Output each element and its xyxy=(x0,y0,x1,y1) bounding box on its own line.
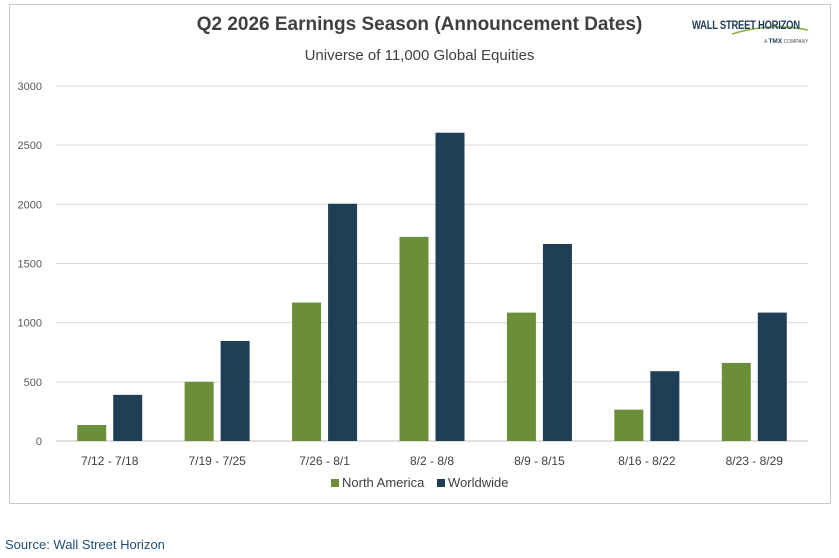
x-tick-label: 7/12 - 7/18 xyxy=(81,454,139,468)
bar-north-america xyxy=(506,312,536,441)
source-note: Source: Wall Street Horizon xyxy=(5,537,165,552)
y-tick-label: 1500 xyxy=(18,259,42,271)
y-tick-label: 1000 xyxy=(18,318,42,330)
y-tick-label: 2500 xyxy=(18,140,42,152)
logo-tagline: A TMX COMPANY xyxy=(764,38,809,45)
legend-swatch xyxy=(437,479,445,487)
bar-worldwide xyxy=(435,132,465,441)
wall-street-horizon-logo: WALL STREET HORIZON A TMX COMPANY xyxy=(692,20,812,52)
bar-worldwide xyxy=(757,312,787,441)
bar-worldwide xyxy=(650,371,680,441)
legend-label: North America xyxy=(342,475,425,490)
bar-worldwide xyxy=(220,341,250,441)
bar-worldwide xyxy=(113,394,143,441)
bar-north-america xyxy=(399,236,429,441)
x-tick-label: 8/9 - 8/15 xyxy=(514,454,565,468)
bar-chart: 0 500 1000 1500 2000 2500 3000 7/12 - 7/18 7/19 … xyxy=(18,81,808,490)
bar-north-america xyxy=(184,381,214,441)
y-tick-label: 3000 xyxy=(18,81,42,93)
bar-worldwide xyxy=(328,203,358,441)
bar-north-america xyxy=(721,362,751,441)
x-tick-label: 7/19 - 7/25 xyxy=(188,454,246,468)
chart-title: Q2 2026 Earnings Season (Announcement Da… xyxy=(196,14,643,35)
bar-north-america xyxy=(292,302,322,441)
chart-subtitle: Universe of 11,000 Global Equities xyxy=(304,47,535,64)
legend-swatch xyxy=(331,479,339,487)
x-tick-label: 8/2 - 8/8 xyxy=(410,454,454,468)
x-tick-label: 8/16 - 8/22 xyxy=(618,454,676,468)
bar-worldwide xyxy=(542,243,572,441)
x-tick-label: 8/23 - 8/29 xyxy=(726,454,784,468)
y-tick-label: 0 xyxy=(36,436,42,448)
y-tick-label: 500 xyxy=(24,377,42,389)
logo-swoosh-icon xyxy=(731,26,809,35)
x-tick-label: 7/26 - 8/1 xyxy=(299,454,350,468)
legend-label: Worldwide xyxy=(448,475,508,490)
logo-tagline-brand: TMX xyxy=(768,38,783,45)
bar-north-america xyxy=(614,409,644,441)
logo-tagline-suffix: COMPANY xyxy=(783,39,809,45)
y-tick-label: 2000 xyxy=(18,199,42,211)
logo-tagline-prefix: A xyxy=(764,39,768,45)
logo-wordmark: WALL STREET HORIZON xyxy=(692,20,800,32)
bar-north-america xyxy=(77,425,107,441)
